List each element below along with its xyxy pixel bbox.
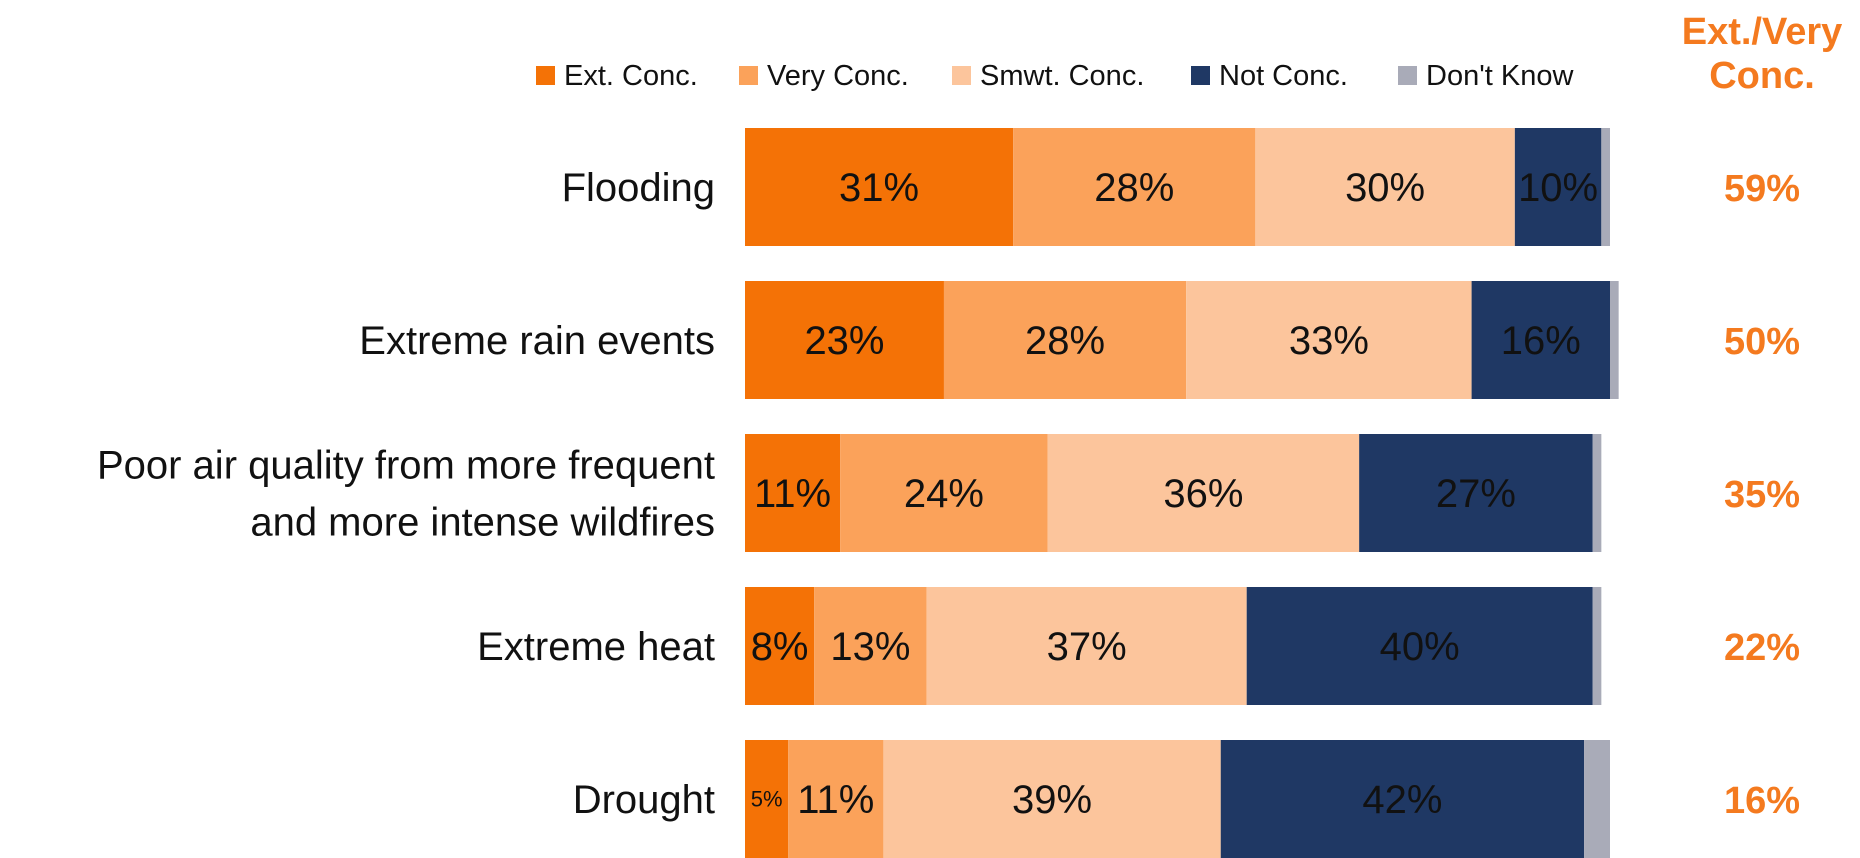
data-label: 16%	[1501, 319, 1581, 363]
legend-item-not-conc: Not Conc.	[1191, 60, 1348, 92]
bar-row-extreme-rain-events: 23% 28% 33% 16%	[745, 281, 1619, 399]
bar-segment-very-conc	[943, 281, 1187, 399]
category-labels: Flooding Extreme rain events Poor air qual…	[97, 166, 715, 822]
bars: 31% 28% 30% 10% 23% 28% 33% 16% 11% 24% 36% 27% 8% 13…	[745, 128, 1619, 858]
category-label: and more intense wildfires	[250, 501, 715, 545]
bar-segment-not-conc	[1246, 587, 1593, 705]
bar-row-extreme-heat: 8% 13% 37% 40%	[745, 587, 1602, 705]
bar-row-flooding: 31% 28% 30% 10%	[745, 128, 1610, 246]
summary-value: 22%	[1724, 627, 1800, 669]
bar-segment-don-t-know	[1584, 740, 1610, 858]
category-label: Flooding	[562, 166, 715, 210]
data-label: 10%	[1518, 166, 1598, 210]
data-label: 42%	[1362, 778, 1442, 822]
bar-segment-don-t-know	[1601, 128, 1610, 246]
category-label: Poor air quality from more frequent	[97, 444, 715, 488]
bar-segment-smwt-conc	[1255, 128, 1515, 246]
legend-swatch	[1398, 66, 1417, 85]
legend-label: Very Conc.	[767, 60, 909, 92]
data-label: 37%	[1047, 625, 1127, 669]
data-label: 24%	[904, 472, 984, 516]
bar-segment-not-conc	[1471, 281, 1610, 399]
data-label: 27%	[1436, 472, 1516, 516]
legend: Ext. Conc. Very Conc. Smwt. Conc. Not Conc.…	[536, 60, 1574, 92]
category-label: Extreme heat	[477, 625, 715, 669]
legend-label: Smwt. Conc.	[980, 60, 1144, 92]
data-label: 5%	[751, 787, 783, 812]
bar-row-poor-air-quality-from-more-frequent-and-more-intense-wildfires: 11% 24% 36% 27%	[745, 434, 1602, 552]
bar-segment-smwt-conc	[883, 740, 1221, 858]
bar-segment-ext-conc	[745, 587, 815, 705]
bar-segment-don-t-know	[1592, 434, 1602, 552]
bar-segment-don-t-know	[1592, 587, 1602, 705]
data-label: 13%	[830, 625, 910, 669]
bar-segment-ext-conc	[745, 281, 944, 399]
bar-segment-not-conc	[1514, 128, 1602, 246]
bar-segment-very-conc	[1013, 128, 1256, 246]
bar-segment-ext-conc	[745, 740, 789, 858]
legend-item-ext-conc: Ext. Conc.	[536, 60, 698, 92]
legend-item-very-conc: Very Conc.	[739, 60, 909, 92]
bar-segment-ext-conc	[745, 434, 841, 552]
summary-value: 59%	[1724, 168, 1800, 210]
summary-value: 35%	[1724, 474, 1800, 516]
summary-value: 50%	[1724, 321, 1800, 363]
data-label: 8%	[751, 625, 809, 669]
data-label: 40%	[1380, 625, 1460, 669]
data-label: 30%	[1345, 166, 1425, 210]
bar-segment-not-conc	[1220, 740, 1585, 858]
legend-label: Not Conc.	[1219, 60, 1348, 92]
bar-segment-not-conc	[1359, 434, 1593, 552]
bar-segment-very-conc	[788, 740, 884, 858]
summary-title: Conc.	[1709, 55, 1815, 97]
data-label: 31%	[839, 166, 919, 210]
legend-swatch	[952, 66, 971, 85]
summary-title: Ext./Very	[1682, 11, 1843, 53]
legend-swatch	[739, 66, 758, 85]
legend-label: Ext. Conc.	[564, 60, 698, 92]
bar-segment-smwt-conc	[1186, 281, 1472, 399]
legend-swatch	[1191, 66, 1210, 85]
bar-segment-smwt-conc	[1047, 434, 1360, 552]
category-label: Extreme rain events	[359, 319, 715, 363]
data-label: 11%	[797, 778, 874, 822]
data-label: 36%	[1163, 472, 1243, 516]
data-label: 11%	[754, 472, 831, 516]
legend-swatch	[536, 66, 555, 85]
bar-segment-very-conc	[840, 434, 1048, 552]
category-label: Drought	[573, 778, 715, 822]
legend-label: Don't Know	[1426, 60, 1574, 92]
bar-segment-very-conc	[814, 587, 927, 705]
bar-segment-smwt-conc	[926, 587, 1247, 705]
bar-segment-ext-conc	[745, 128, 1014, 246]
summary-value: 16%	[1724, 780, 1800, 822]
data-label: 33%	[1289, 319, 1369, 363]
legend-item-smwt-conc: Smwt. Conc.	[952, 60, 1144, 92]
data-label: 23%	[804, 319, 884, 363]
data-label: 28%	[1094, 166, 1174, 210]
data-label: 39%	[1012, 778, 1092, 822]
bar-row-drought: 5% 11% 39% 42%	[745, 740, 1610, 858]
data-label: 28%	[1025, 319, 1105, 363]
bar-segment-don-t-know	[1610, 281, 1619, 399]
legend-item-don-t-know: Don't Know	[1398, 60, 1574, 92]
